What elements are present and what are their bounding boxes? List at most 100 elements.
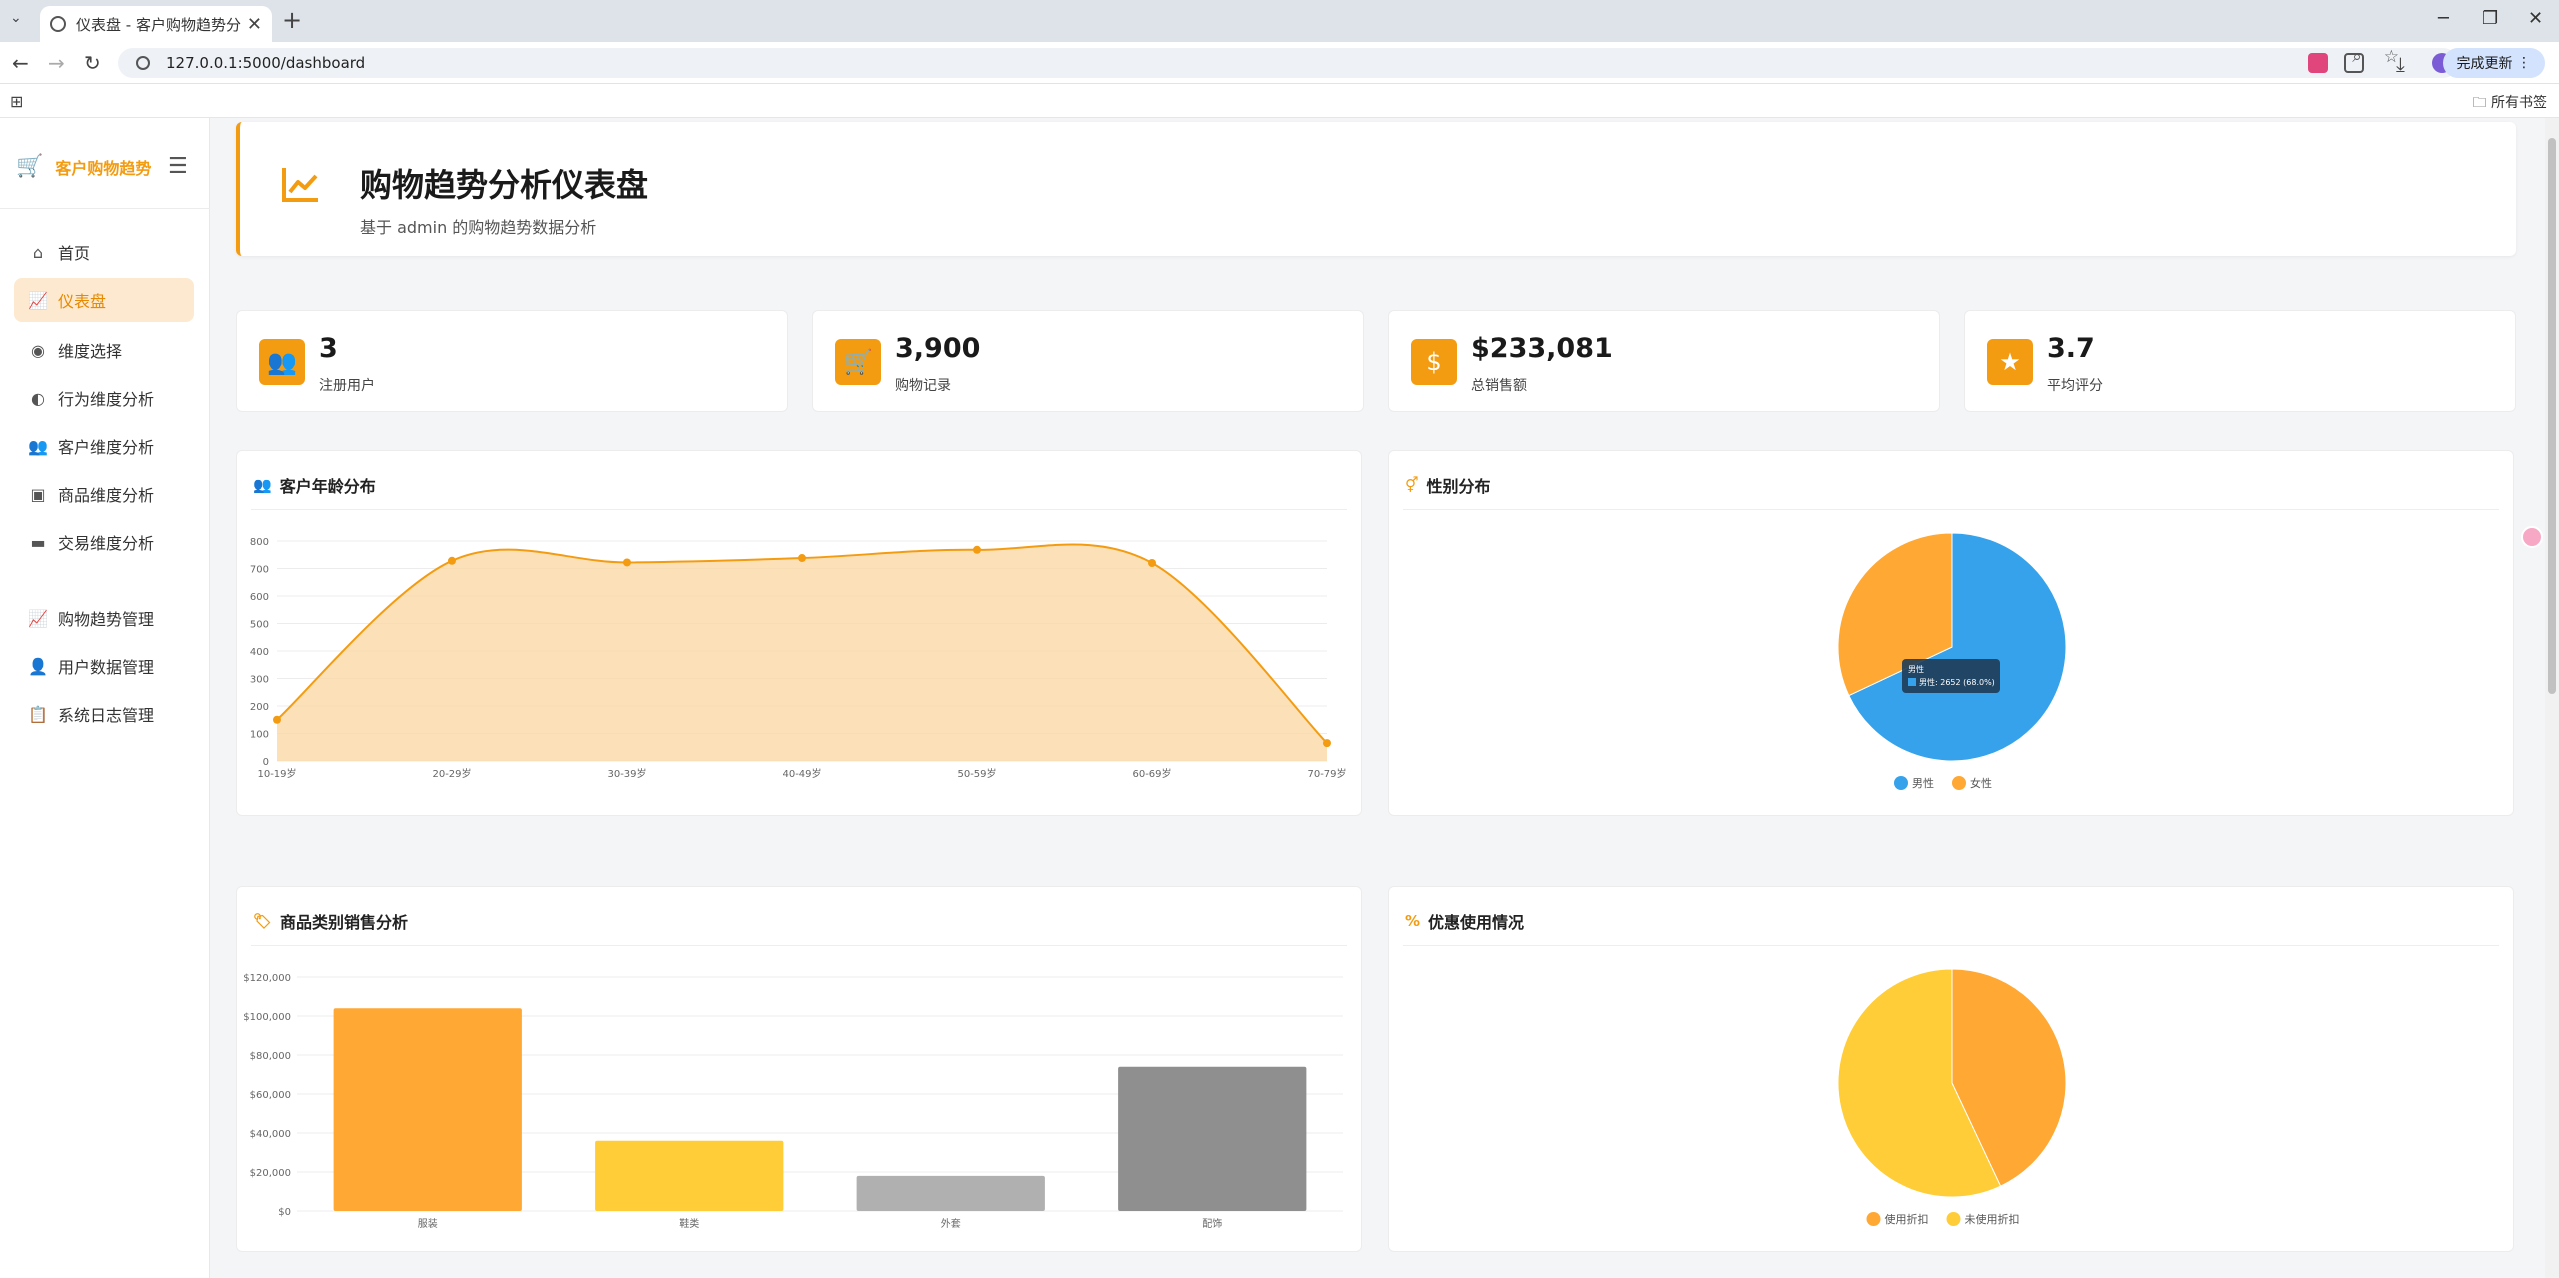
data-point [623,558,631,567]
clipboard-icon: 📋 [28,704,48,724]
stat-value: 3 [319,333,338,364]
tooltip-box [1902,659,2000,693]
x-tick-label: 外套 [941,1217,961,1230]
dollar-icon: $ [1411,339,1457,385]
y-tick-label: 500 [250,620,269,631]
sidebar-item-label: 交易维度分析 [58,534,155,553]
forward-icon[interactable]: → [48,51,65,75]
scrollbar-thumb[interactable] [2548,138,2556,694]
y-tick-label: $100,000 [243,1012,291,1023]
window-close-icon[interactable]: ✕ [2528,8,2544,29]
y-tick-label: $120,000 [243,973,291,984]
bar [333,1008,522,1211]
puzzle-icon[interactable] [2344,53,2364,73]
discount-pie-chart[interactable]: 使用折扣 未使用折扣 [1389,947,2515,1253]
browser-tab[interactable]: 仪表盘 - 客户购物趋势分析系统 ✕ [40,6,272,42]
sidebar-item-trend-management[interactable]: 📈 购物趋势管理 [14,596,194,640]
x-tick-label: 服装 [418,1217,438,1230]
chart-line-icon: 📈 [28,290,48,310]
stat-value: $233,081 [1471,333,1613,364]
stat-card-records: 🛒 3,900 购物记录 [812,310,1364,412]
stat-value: 3,900 [895,333,981,364]
stat-label: 购物记录 [895,378,951,394]
y-tick-label: 800 [250,537,269,548]
back-icon[interactable]: ← [12,51,29,75]
sidebar-item-dimension-select[interactable]: ◉ 维度选择 [14,328,194,372]
x-tick-label: 配饰 [1202,1217,1222,1230]
tooltip-title: 男性 [1908,664,1924,674]
y-tick-label: $0 [278,1207,291,1218]
category-bar-chart[interactable]: $0 $20,000 $40,000 $60,000 $80,000 $100,000 $1… [237,947,1363,1253]
star-icon: ★ [1987,339,2033,385]
brand[interactable]: 🛒 客户购物趋势 [16,154,151,179]
pie-slice [1848,532,2067,762]
url-field[interactable]: 127.0.0.1:5000/dashboard [118,48,2458,78]
data-point [273,715,281,724]
sidebar-item-label: 商品维度分析 [58,486,155,505]
sidebar-item-label: 仪表盘 [58,292,107,311]
url-text: 127.0.0.1:5000/dashboard [166,54,366,72]
sidebar-item-transaction[interactable]: ▬ 交易维度分析 [14,520,194,564]
sidebar-item-dashboard[interactable]: 📈 仪表盘 [14,278,194,322]
page-title: 购物趋势分析仪表盘 [360,166,649,204]
floating-assistant-icon[interactable] [2521,526,2543,548]
minimize-icon[interactable]: ─ [2438,8,2449,29]
pie-slice [1837,532,1953,697]
age-area-chart[interactable]: 0 100 200 300 400 500 600 700 800 10-19岁 20-29岁 30-… [237,511,1363,817]
pie-slice [1951,968,2067,1187]
update-button[interactable]: 完成更新 ⋮ [2442,48,2545,78]
data-point [798,554,806,563]
legend-label: 女性 [1970,776,1992,790]
new-tab-icon[interactable]: + [282,6,303,34]
legend-label: 未使用折扣 [1965,1212,2020,1226]
y-tick-label: 100 [250,730,269,741]
sidebar-item-behavior[interactable]: ◐ 行为维度分析 [14,376,194,420]
y-tick-label: $40,000 [250,1129,291,1140]
all-bookmarks[interactable]: 🗀 所有书签 [2472,95,2547,111]
brand-label: 客户购物趋势 [55,158,152,178]
reload-icon[interactable]: ↻ [84,51,101,75]
browser-tab-bar: ⌄ 仪表盘 - 客户购物趋势分析系统 ✕ + ─ ❐ ✕ [0,0,2559,42]
legend-swatch [1952,776,1966,790]
sidebar-item-system-log[interactable]: 📋 系统日志管理 [14,692,194,736]
sidebar-item-label: 维度选择 [58,342,123,361]
download-icon[interactable]: ⤓ [2396,52,2405,76]
card-divider [1403,509,2499,510]
legend-swatch [1946,1212,1961,1226]
sidebar-divider [0,208,210,209]
zoom-icon[interactable]: ⌕ [2352,47,2362,67]
apps-grid-icon[interactable]: ⊞ [10,92,24,111]
tab-search-icon[interactable]: ⌄ [10,10,22,26]
data-point [448,556,456,565]
stat-card-rating: ★ 3.7 平均评分 [1964,310,2516,412]
restore-icon[interactable]: ❐ [2482,8,2499,29]
extension-icon[interactable] [2308,53,2328,73]
sidebar-item-label: 用户数据管理 [58,658,155,677]
x-tick-label: 60-69岁 [1132,767,1171,780]
sidebar-item-user-data[interactable]: 👤 用户数据管理 [14,644,194,688]
tags-icon: 🏷 [253,912,273,930]
sidebar-item-home[interactable]: ⌂ 首页 [14,230,194,274]
sidebar: 🛒 客户购物趋势 ☰ ⌂ 首页 📈 仪表盘 ◉ 维度选择 ◐ 行为维度分析 👥 客户维度分… [0,118,210,1278]
close-icon[interactable]: ✕ [246,13,262,35]
sidebar-item-product[interactable]: ▣ 商品维度分析 [14,472,194,516]
page-scrollbar[interactable] [2545,118,2559,1278]
site-info-icon[interactable] [136,56,150,70]
y-tick-label: 300 [250,675,269,686]
sidebar-item-label: 首页 [58,244,91,263]
data-point [973,545,981,554]
card-divider [1403,945,2499,946]
area-fill [277,544,1327,761]
age-chart-card: 👥 客户年龄分布 0 100 200 300 400 500 600 700 800 10-19岁 2… [236,450,1362,816]
y-tick-label: 600 [250,592,269,603]
cart-icon: 🛒 [16,154,44,179]
y-tick-label: $20,000 [250,1168,291,1179]
menu-toggle-icon[interactable]: ☰ [168,154,188,179]
bookmark-star-icon[interactable]: ☆ [2383,47,2399,67]
category-chart-card: 🏷 商品类别销售分析 $0 $20,000 $40,000 $60,000 $80,000… [236,886,1362,1252]
x-tick-label: 20-29岁 [432,767,471,780]
chart-line-icon: 📈 [28,608,48,628]
venus-mars-icon: ⚥ [1405,476,1419,494]
sidebar-item-customer[interactable]: 👥 客户维度分析 [14,424,194,468]
